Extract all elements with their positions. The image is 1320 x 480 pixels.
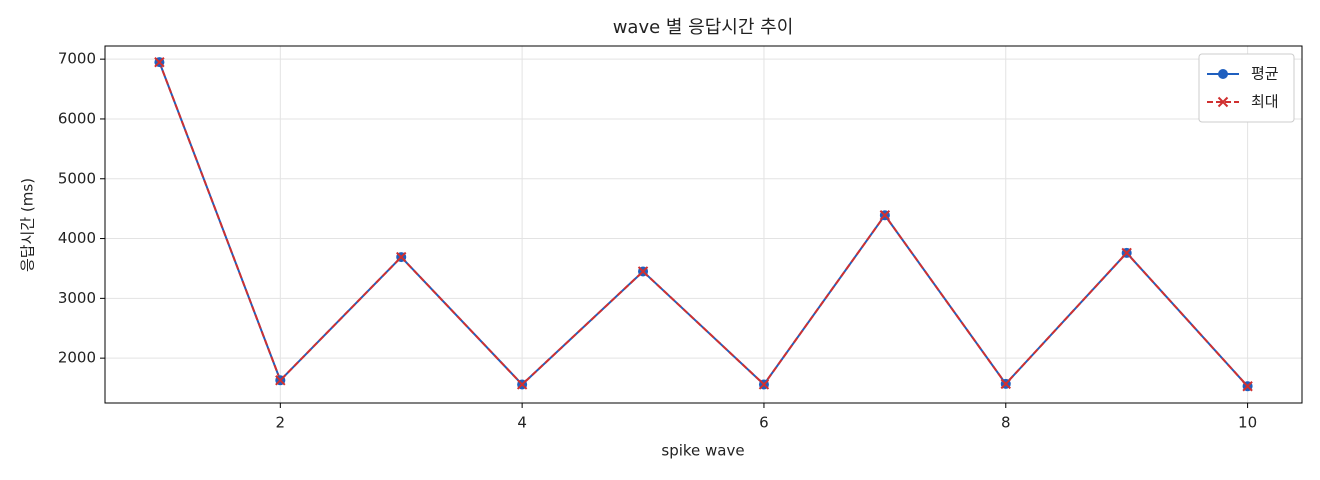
x-axis-label: spike wave (661, 442, 744, 460)
point (275, 375, 286, 386)
y-tick-label: 6000 (58, 109, 96, 127)
point (1000, 378, 1011, 390)
point (1121, 247, 1132, 259)
legend-marker (1218, 69, 1228, 79)
y-axis-label: 응답시간 (ms) (19, 178, 37, 272)
point (516, 379, 528, 390)
x-tick-label: 10 (1238, 414, 1257, 432)
point (1242, 381, 1253, 392)
point (637, 266, 649, 277)
y-tick-label: 4000 (58, 229, 96, 247)
legend-label: 최대 (1251, 93, 1279, 111)
x-tick-label: 4 (517, 414, 527, 432)
chart-title: wave 별 응답시간 추이 (613, 17, 794, 38)
x-tick-label: 2 (276, 414, 286, 432)
legend-label: 평균 (1251, 65, 1279, 83)
y-tick-label: 2000 (58, 349, 96, 367)
y-tick-label: 7000 (58, 50, 96, 68)
point (758, 379, 770, 390)
x-tick-label: 6 (759, 414, 769, 432)
point (879, 210, 891, 221)
legend-box (1198, 53, 1295, 123)
series-line (158, 61, 1249, 387)
plot-frame (104, 45, 1303, 404)
legend-marker (1217, 96, 1229, 108)
point (154, 56, 165, 68)
point (396, 251, 407, 263)
y-tick-label: 5000 (58, 169, 96, 187)
y-tick-label: 3000 (58, 289, 96, 307)
x-tick-label: 8 (1001, 414, 1011, 432)
